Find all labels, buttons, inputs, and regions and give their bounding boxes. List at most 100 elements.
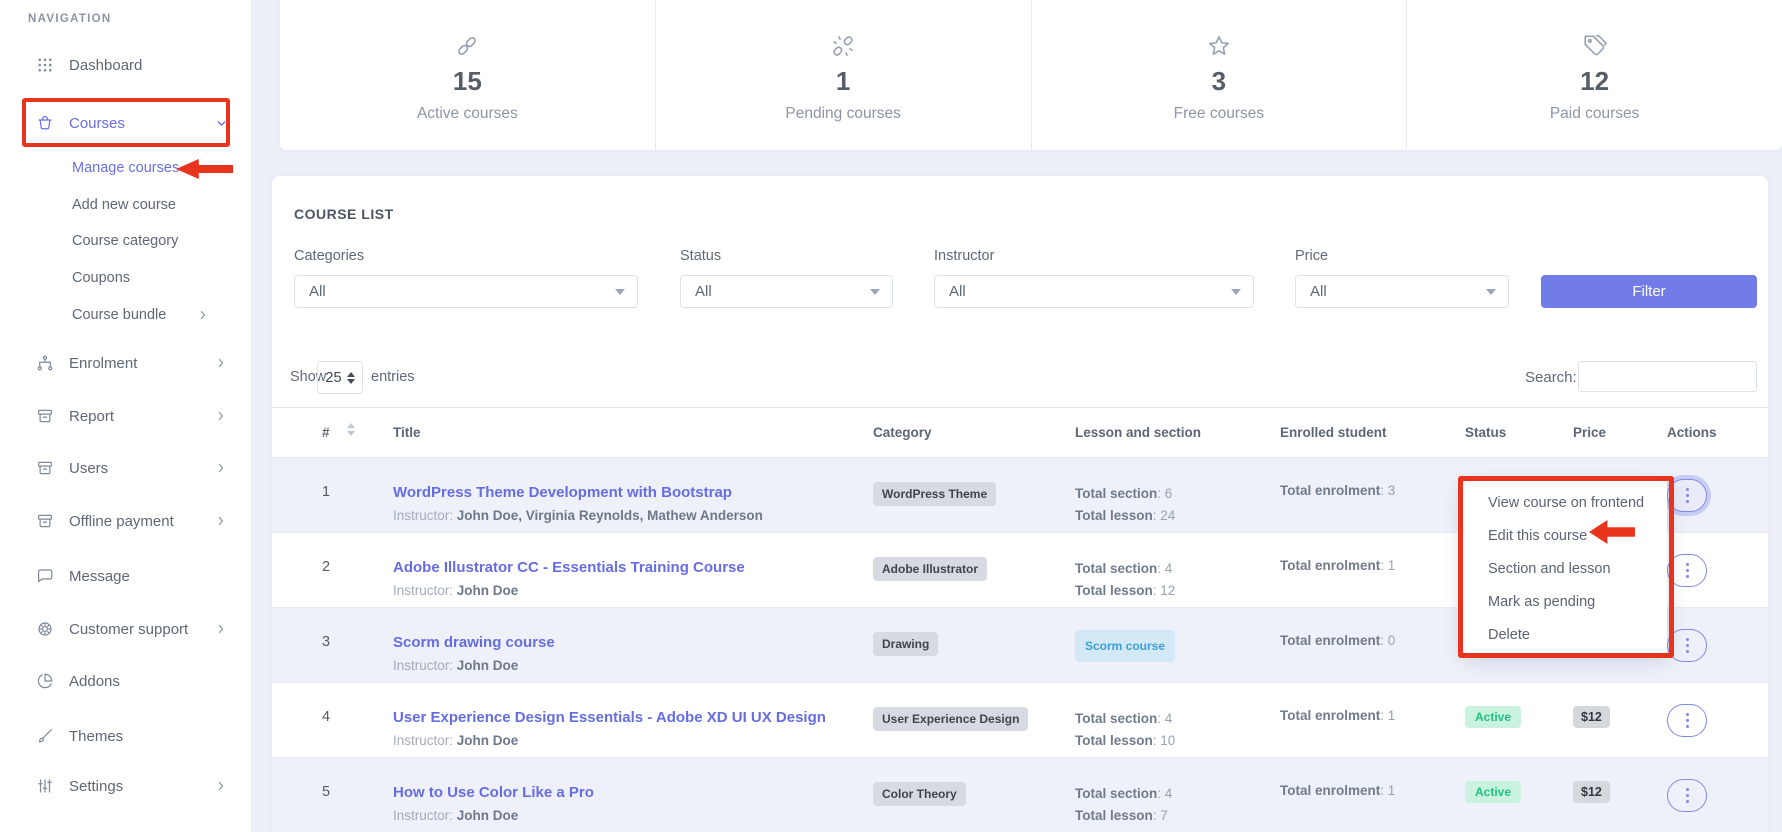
status-badge: Active xyxy=(1465,781,1522,803)
sidebar-subitem-add-new-course[interactable]: Add new course xyxy=(72,193,211,217)
row-number: 1 xyxy=(322,484,331,500)
stats-cards: 15 Active courses 1 Pending courses 3 Fr… xyxy=(280,0,1782,150)
course-title-link[interactable]: Adobe Illustrator CC - Essentials Traini… xyxy=(393,559,745,576)
sidebar-subitem-course-bundle[interactable]: Course bundle xyxy=(72,303,211,327)
sidebar-item-addons[interactable]: Addons xyxy=(36,668,229,694)
chevron-right-icon xyxy=(215,461,229,475)
stat-label: Active courses xyxy=(416,105,518,122)
caret-down-icon xyxy=(615,288,625,295)
instructor-select[interactable]: All xyxy=(934,275,1254,308)
status-cell: Active xyxy=(1465,781,1522,803)
menu-item-view-course[interactable]: View course on frontend xyxy=(1488,494,1645,511)
sidebar-item-label: Message xyxy=(69,567,130,585)
sidebar-item-themes[interactable]: Themes xyxy=(36,723,229,749)
row-actions-button[interactable] xyxy=(1667,479,1707,512)
status-badge: Active xyxy=(1465,706,1522,728)
menu-item-section-lesson[interactable]: Section and lesson xyxy=(1488,560,1611,577)
stat-card-free-courses: 3 Free courses xyxy=(1032,0,1408,150)
sidebar-subitem-label: Course bundle xyxy=(72,307,167,323)
search-input[interactable] xyxy=(1578,361,1757,392)
category-cell: WordPress Theme xyxy=(873,482,997,506)
price-select-value: All xyxy=(1310,283,1327,300)
sidebar-item-enrolment[interactable]: Enrolment xyxy=(36,350,229,376)
row-actions-button[interactable] xyxy=(1667,554,1707,587)
stat-value: 12 xyxy=(1580,66,1610,96)
menu-item-delete[interactable]: Delete xyxy=(1488,626,1530,643)
course-title-link[interactable]: User Experience Design Essentials - Adob… xyxy=(393,709,826,726)
category-cell: Drawing xyxy=(873,632,939,656)
row-actions-button[interactable] xyxy=(1667,629,1707,662)
sidebar-item-report[interactable]: Report xyxy=(36,403,229,429)
entries-length-select[interactable]: 25 xyxy=(317,361,363,394)
instructor-line: Instructor: John Doe xyxy=(393,808,519,823)
status-select[interactable]: All xyxy=(680,275,893,308)
row-number: 5 xyxy=(322,784,331,800)
stat-value: 3 xyxy=(1211,66,1227,96)
sidebar-item-label: Settings xyxy=(69,777,124,795)
price-select[interactable]: All xyxy=(1295,275,1509,308)
row-number: 4 xyxy=(322,709,331,725)
filter-label-price: Price xyxy=(1295,248,1329,264)
sidebar-item-courses[interactable]: Courses xyxy=(36,110,229,136)
sliders-icon xyxy=(36,777,54,795)
header-actions: Actions xyxy=(1667,425,1717,440)
filter-button[interactable]: Filter xyxy=(1541,275,1757,308)
lesson-section-cell: Total section: 4 Total lesson: 7 xyxy=(1075,786,1173,823)
sidebar-item-users[interactable]: Users xyxy=(36,455,229,481)
instructor-line: Instructor: John Doe xyxy=(393,733,519,748)
chevron-right-icon xyxy=(197,308,211,322)
brush-icon xyxy=(36,727,54,745)
lesson-section-cell: Scorm course xyxy=(1075,630,1176,662)
instructor-line: Instructor: John Doe, Virginia Reynolds,… xyxy=(393,508,763,523)
sidebar-subitem-manage-courses[interactable]: Manage courses xyxy=(72,156,211,180)
table-row: 4 User Experience Design Essentials - Ad… xyxy=(272,683,1768,758)
pie-chart-icon xyxy=(36,672,54,690)
chevron-down-icon xyxy=(215,116,229,130)
menu-item-mark-pending[interactable]: Mark as pending xyxy=(1488,593,1596,610)
stat-label: Pending courses xyxy=(785,105,901,122)
search-label: Search: xyxy=(1525,369,1577,386)
sidebar-item-offline-payment[interactable]: Offline payment xyxy=(36,508,229,534)
enrolment-cell: Total enrolment: 1 xyxy=(1280,558,1396,573)
table-row: 5 How to Use Color Like a Pro Instructor… xyxy=(272,758,1768,832)
course-title-link[interactable]: Scorm drawing course xyxy=(393,634,555,651)
course-title-link[interactable]: WordPress Theme Development with Bootstr… xyxy=(393,484,732,501)
sidebar-item-label: Users xyxy=(69,459,109,477)
instructor-line: Instructor: John Doe xyxy=(393,583,519,598)
sidebar-item-dashboard[interactable]: Dashboard xyxy=(36,52,229,78)
chevron-right-icon xyxy=(215,356,229,370)
instructor-select-value: All xyxy=(949,283,966,300)
filter-label-status: Status xyxy=(680,248,722,264)
chat-icon xyxy=(36,567,54,585)
menu-item-edit-course[interactable]: Edit this course xyxy=(1488,527,1588,544)
instructor-line: Instructor: John Doe xyxy=(393,658,519,673)
row-actions-button[interactable] xyxy=(1667,779,1707,812)
row-number: 2 xyxy=(322,559,331,575)
sidebar-subitem-course-category[interactable]: Course category xyxy=(72,229,211,253)
archive-icon xyxy=(36,512,54,530)
sidebar-subitem-coupons[interactable]: Coupons xyxy=(72,266,211,290)
caret-down-icon xyxy=(1486,288,1496,295)
row-actions-button[interactable] xyxy=(1667,704,1707,737)
link-icon xyxy=(454,33,480,59)
sort-icon[interactable] xyxy=(347,423,355,436)
title-cell: WordPress Theme Development with Bootstr… xyxy=(393,484,863,523)
chevron-right-icon xyxy=(215,409,229,423)
title-cell: Scorm drawing course Instructor: John Do… xyxy=(393,634,863,673)
enrolment-cell: Total enrolment: 1 xyxy=(1280,708,1396,723)
stat-label: Paid courses xyxy=(1549,105,1640,122)
title-cell: User Experience Design Essentials - Adob… xyxy=(393,709,863,748)
categories-select[interactable]: All xyxy=(294,275,638,308)
category-cell: User Experience Design xyxy=(873,707,1029,731)
sidebar: NAVIGATION Dashboard Courses Manage cour… xyxy=(0,0,252,832)
caret-down-icon xyxy=(870,288,880,295)
header-lesson-section: Lesson and section xyxy=(1075,425,1202,440)
row-actions-menu: View course on frontend Edit this course… xyxy=(1463,481,1667,653)
sidebar-item-settings[interactable]: Settings xyxy=(36,773,229,799)
course-title-link[interactable]: How to Use Color Like a Pro xyxy=(393,784,594,801)
table-body: 1 WordPress Theme Development with Boots… xyxy=(272,458,1768,832)
sidebar-item-message[interactable]: Message xyxy=(36,563,229,589)
table-controls-row: Show 25 entries Search: xyxy=(272,361,1768,394)
sidebar-item-customer-support[interactable]: Customer support xyxy=(36,616,229,642)
table-row: 2 Adobe Illustrator CC - Essentials Trai… xyxy=(272,533,1768,608)
